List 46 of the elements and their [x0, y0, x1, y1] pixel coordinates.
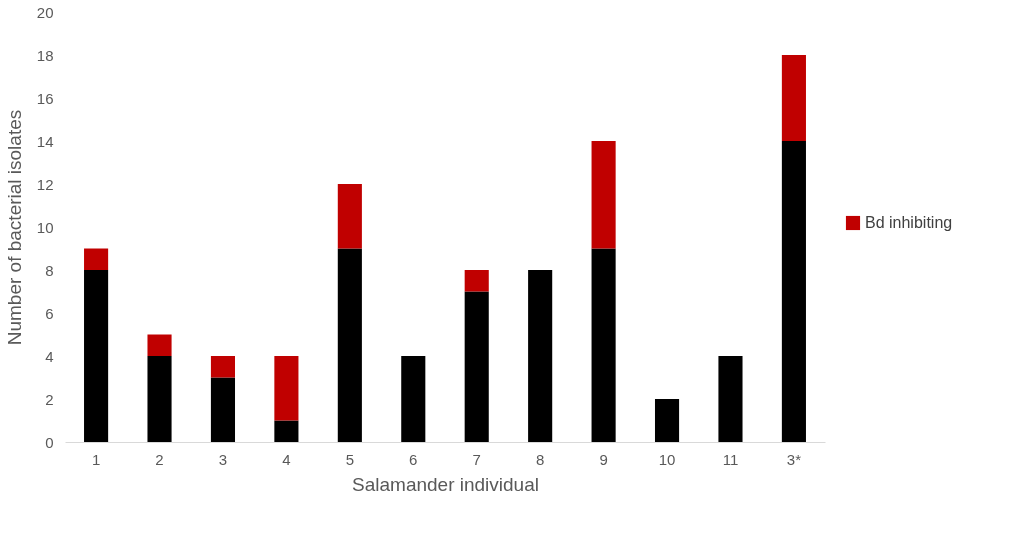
bar — [464, 270, 489, 292]
x-tick-label: 2 — [155, 450, 164, 468]
y-tick-label: 20 — [36, 3, 54, 21]
y-tick-label: 2 — [45, 390, 54, 408]
bar — [528, 270, 553, 442]
x-tick-label: 9 — [599, 450, 608, 468]
y-tick-label: 0 — [45, 433, 54, 451]
x-tick-label: 3* — [786, 450, 802, 468]
bar — [654, 399, 680, 442]
y-tick-label: 14 — [36, 132, 54, 150]
x-tick-label: 5 — [345, 450, 355, 468]
bar — [464, 291, 489, 442]
bar — [147, 356, 172, 442]
x-tick-label: 10 — [658, 450, 676, 468]
bar — [337, 248, 362, 442]
legend-label: Bd inhibiting — [865, 214, 953, 231]
bar — [84, 270, 109, 442]
y-tick-label: 12 — [36, 175, 54, 193]
y-tick-label: 6 — [45, 304, 54, 322]
y-tick-label: 18 — [36, 46, 54, 64]
x-tick-label: 11 — [722, 450, 739, 468]
bar — [718, 356, 743, 442]
x-tick-label: 7 — [472, 450, 481, 468]
y-tick-label: 16 — [36, 89, 54, 107]
bar — [781, 55, 806, 141]
y-tick-label: 8 — [45, 261, 54, 279]
bar — [84, 248, 109, 270]
y-axis-title: Number of bacterial isolates — [3, 109, 25, 346]
bar — [210, 377, 236, 442]
bar — [274, 356, 299, 421]
bar — [591, 248, 616, 442]
bar — [401, 356, 426, 442]
x-axis-title: Salamander individual — [352, 473, 539, 495]
bar — [337, 184, 362, 249]
x-tick-label: 4 — [282, 450, 291, 468]
bar — [210, 356, 236, 378]
y-tick-label: 4 — [45, 347, 54, 365]
bar — [781, 141, 806, 442]
x-tick-label: 8 — [535, 450, 545, 468]
bar — [274, 420, 299, 442]
y-tick-label: 10 — [36, 218, 54, 236]
bar — [591, 141, 616, 249]
x-tick-label: 6 — [409, 450, 418, 468]
bar — [147, 334, 172, 356]
x-tick-label: 1 — [91, 450, 101, 468]
x-tick-label: 3 — [218, 450, 228, 468]
